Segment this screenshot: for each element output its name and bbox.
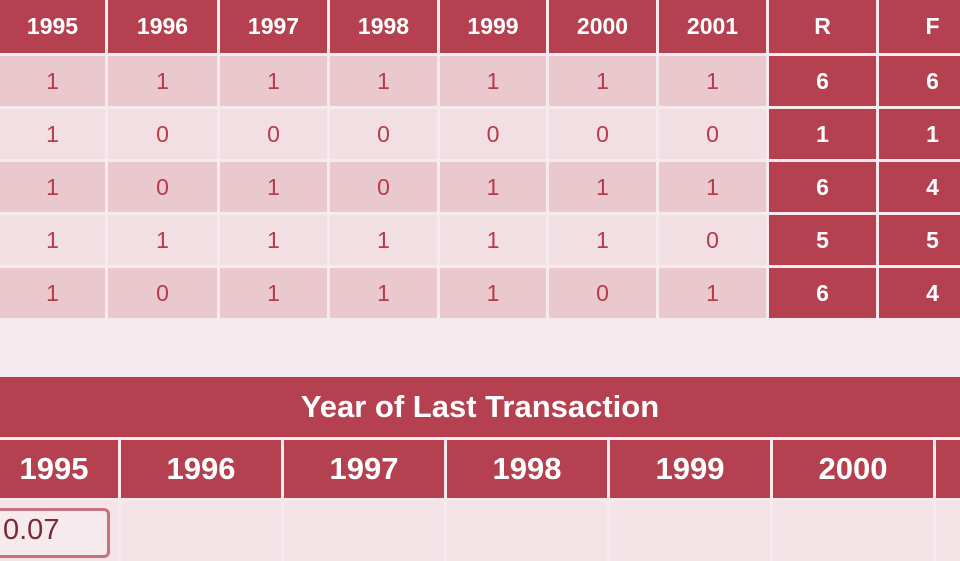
table-cell: 1 <box>659 162 766 212</box>
table-cell: 1 <box>108 56 217 106</box>
table-cell <box>773 501 933 561</box>
table-cell: 1 <box>549 56 656 106</box>
year-of-last-transaction-title: Year of Last Transaction <box>0 377 960 437</box>
header-1998: 1998 <box>330 0 437 53</box>
bottom-header-1995: 1995 <box>0 440 118 498</box>
table-cell: 1 <box>440 56 546 106</box>
table-cell: 0 <box>549 268 656 318</box>
table-cell: 1 <box>659 268 766 318</box>
table-cell: 1 <box>0 268 105 318</box>
table-cell: 1 <box>330 56 437 106</box>
table-cell: 1 <box>440 215 546 265</box>
r-cell: 6 <box>769 162 876 212</box>
r-cell: 5 <box>769 215 876 265</box>
table-cell <box>936 501 960 561</box>
table-cell: 1 <box>440 162 546 212</box>
table-cell: 0 <box>549 109 656 159</box>
bottom-header-2000: 2000 <box>773 440 933 498</box>
bottom-header-1997: 1997 <box>284 440 444 498</box>
f-cell: 1 <box>879 109 960 159</box>
table-cell <box>121 501 281 561</box>
header-1995: 1995 <box>0 0 105 53</box>
table-cell: 0 <box>330 162 437 212</box>
table-cell: 1 <box>0 162 105 212</box>
table-cell: 0 <box>330 109 437 159</box>
rf-table: 1995 1996 1997 1998 1999 2000 2001 R F 1… <box>0 0 960 318</box>
table-cell: 1 <box>0 56 105 106</box>
r-cell: 6 <box>769 268 876 318</box>
header-2001: 2001 <box>659 0 766 53</box>
f-cell: 4 <box>879 268 960 318</box>
table-cell: 1 <box>440 268 546 318</box>
header-2000: 2000 <box>549 0 656 53</box>
bottom-header-1999: 1999 <box>610 440 770 498</box>
r-cell: 1 <box>769 109 876 159</box>
f-cell: 5 <box>879 215 960 265</box>
highlighted-value: 0.07 <box>0 508 110 558</box>
table-cell: 1 <box>549 215 656 265</box>
table-cell: 1 <box>549 162 656 212</box>
header-1996: 1996 <box>108 0 217 53</box>
header-r: R <box>769 0 876 53</box>
bottom-header-1996: 1996 <box>121 440 281 498</box>
bottom-header-next <box>936 440 960 498</box>
table-cell: 0 <box>659 109 766 159</box>
table-cell <box>610 501 770 561</box>
header-1997: 1997 <box>220 0 327 53</box>
table-cell: 0 <box>440 109 546 159</box>
table-cell: 1 <box>220 215 327 265</box>
table-cell: 0 <box>108 162 217 212</box>
header-f: F <box>879 0 960 53</box>
table-cell: 1 <box>108 215 217 265</box>
table-cell <box>447 501 607 561</box>
table-cell: 1 <box>659 56 766 106</box>
table-cell: 1 <box>220 268 327 318</box>
table-cell: 1 <box>0 109 105 159</box>
table-cell <box>284 501 444 561</box>
table-cell: 1 <box>0 215 105 265</box>
f-cell: 4 <box>879 162 960 212</box>
bottom-header-1998: 1998 <box>447 440 607 498</box>
table-cell: 0 <box>108 268 217 318</box>
table-cell: 0 <box>108 109 217 159</box>
table-cell: 0 <box>220 109 327 159</box>
r-cell: 6 <box>769 56 876 106</box>
table-cell: 1 <box>220 56 327 106</box>
table-cell: 0 <box>659 215 766 265</box>
f-cell: 6 <box>879 56 960 106</box>
table-cell: 1 <box>330 268 437 318</box>
table-cell: 1 <box>330 215 437 265</box>
header-1999: 1999 <box>440 0 546 53</box>
table-cell: 1 <box>220 162 327 212</box>
